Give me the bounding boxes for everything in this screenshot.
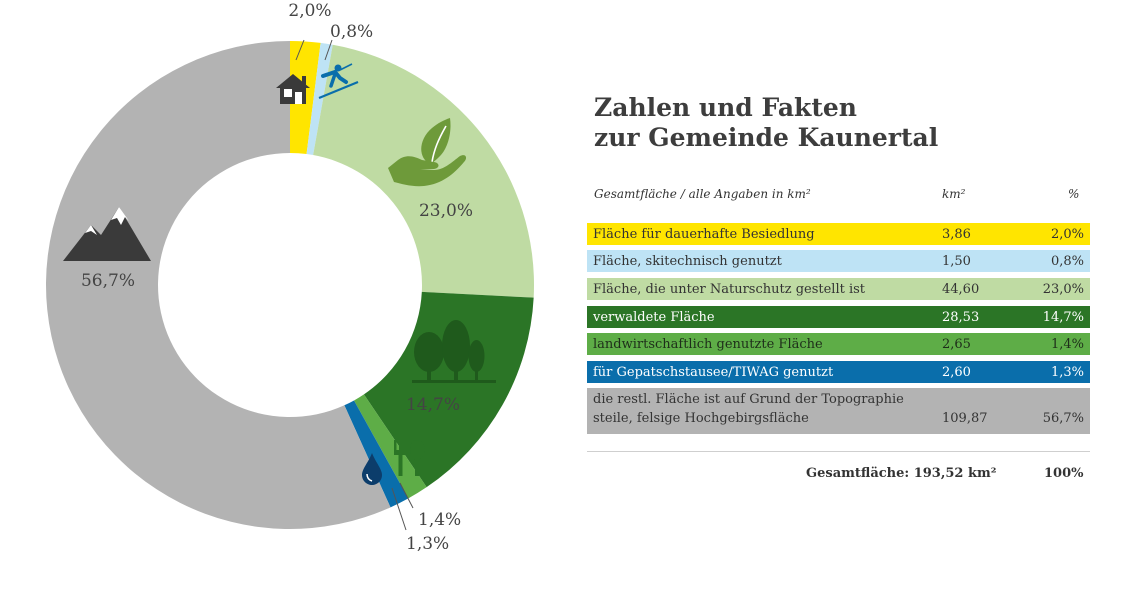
skier-icon [318, 63, 359, 100]
row-pct: 2,0% [1050, 226, 1084, 242]
leader-line-1-4 [399, 482, 414, 509]
row-km: 2,65 [942, 336, 971, 352]
mountain-icon [63, 207, 151, 261]
donut-slice-5 [344, 400, 409, 508]
label-landwirtschaft: 1,4% [418, 510, 461, 530]
row-pct: 56,7% [1042, 411, 1084, 426]
leaf-hand-icon [388, 118, 467, 187]
table-row-naturschutz: Fläche, die unter Naturschutz gestellt i… [587, 278, 1090, 300]
label-ski: 0,8% [330, 22, 373, 42]
row-label: Fläche für dauerhafte Besiedlung [593, 226, 815, 242]
label-naturschutz: 23,0% [419, 201, 473, 221]
total-label: Gesamtfläche: 193,52 km² [806, 466, 997, 481]
table-row-stausee: für Gepatschstausee/TIWAG genutzt 2,60 1… [587, 361, 1090, 383]
title-line-1: Zahlen und Fakten [594, 93, 857, 122]
page-title: Zahlen und Fakten zur Gemeinde Kaunertal [594, 93, 938, 153]
row-pct: 1,4% [1050, 336, 1084, 352]
row-km: 1,50 [942, 253, 971, 269]
house-icon [276, 74, 310, 104]
donut-chart: 2,0% 0,8% 23,0% 14,7% 1,4% 1,3% 56,7% [45, 1, 534, 554]
label-stausee: 1,3% [406, 534, 449, 554]
row-label: verwaldete Fläche [593, 309, 715, 325]
donut-slice-6 [45, 41, 391, 529]
row-km: 3,86 [942, 226, 971, 242]
table-row-hochgebirge: die restl. Fläche ist auf Grund der Topo… [587, 388, 1090, 434]
row-label: Fläche, die unter Naturschutz gestellt i… [593, 281, 866, 297]
title-line-2: zur Gemeinde Kaunertal [594, 123, 939, 152]
donut-slice-3 [363, 291, 534, 488]
leader-line-1-3 [391, 487, 407, 531]
row-pct: 1,3% [1050, 364, 1084, 380]
leader-line-2-0 [295, 39, 305, 61]
water-drop-icon [362, 453, 382, 485]
row-label-line-1: die restl. Fläche ist auf Grund der Topo… [593, 392, 904, 407]
row-label: für Gepatschstausee/TIWAG genutzt [593, 364, 834, 380]
row-label: Fläche, skitechnisch genutzt [593, 253, 782, 269]
leader-line-0-8 [324, 39, 333, 61]
table-row-wald: verwaldete Fläche 28,53 14,7% [587, 306, 1090, 328]
table-row-landwirtschaft: landwirtschaftlich genutzte Fläche 2,65 … [587, 333, 1090, 355]
table-row-besiedlung: Fläche für dauerhafte Besiedlung 3,86 2,… [587, 223, 1090, 245]
row-km: 109,87 [942, 411, 988, 426]
table-header-label: Gesamtfläche / alle Angaben in km² [594, 187, 811, 201]
trees-icon [412, 320, 496, 383]
table-row-ski: Fläche, skitechnisch genutzt 1,50 0,8% [587, 250, 1090, 272]
label-hochgebirge: 56,7% [81, 271, 135, 291]
row-pct: 14,7% [1042, 309, 1084, 325]
row-km: 28,53 [942, 309, 980, 325]
donut-slice-4 [354, 394, 427, 499]
row-pct: 23,0% [1042, 281, 1084, 297]
label-besiedlung: 2,0% [288, 1, 331, 21]
row-km: 2,60 [942, 364, 971, 380]
table-header-pct: % [1068, 187, 1080, 201]
label-wald: 14,7% [406, 395, 460, 415]
row-pct: 0,8% [1050, 253, 1084, 269]
table-divider [587, 451, 1090, 452]
row-label: landwirtschaftlich genutzte Fläche [593, 336, 823, 352]
table-header-km: km² [942, 187, 966, 201]
row-label-line-2: steile, felsige Hochgebirgsfläche [593, 411, 809, 426]
donut-slice-1 [306, 42, 333, 156]
fork-spade-icon [394, 440, 425, 476]
row-km: 44,60 [942, 281, 980, 297]
total-pct: 100% [1044, 466, 1084, 481]
